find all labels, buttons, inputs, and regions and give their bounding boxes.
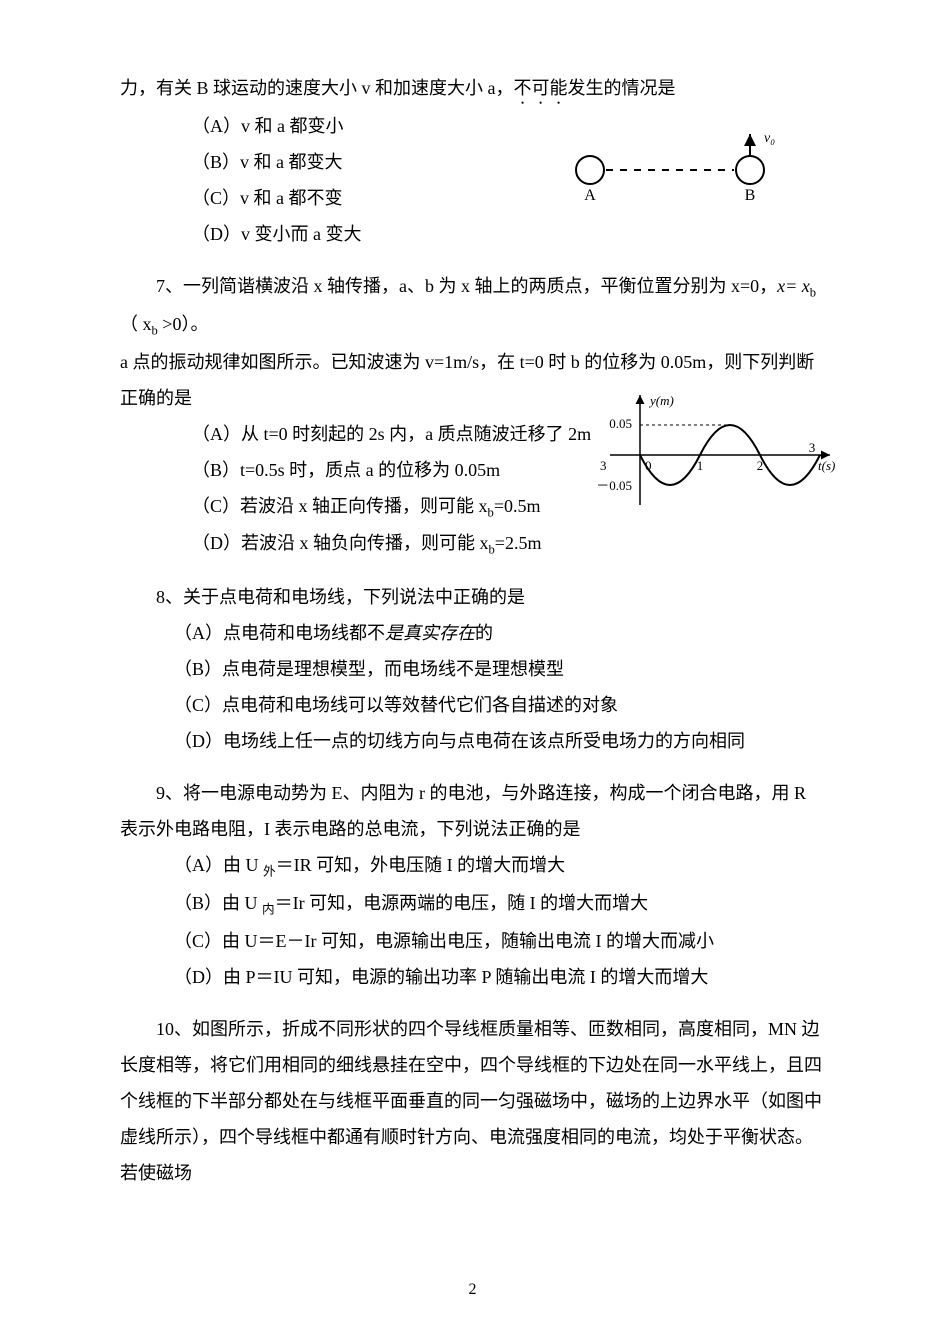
q8-option-d: （D）电场线上任一点的切线方向与点电荷在该点所受电场力的方向相同 bbox=[174, 723, 825, 759]
q6-label-b: B bbox=[745, 187, 756, 204]
q9-options: （A）由 U 外＝IR 可知，外电压随 I 的增大而增大 （B）由 U 内＝Ir… bbox=[174, 847, 825, 995]
ball-b-icon bbox=[736, 156, 764, 184]
q7-xtick1: 1 bbox=[697, 458, 704, 473]
q8-a-emph: 是真实存在 bbox=[385, 623, 475, 643]
q7-figure: y(m) t(s) 0.05 －0.05 0 1 2 3 3 bbox=[580, 390, 840, 520]
q7-xtick3: 3 bbox=[809, 440, 816, 455]
q6-figure: A B v₀ bbox=[560, 130, 800, 210]
q7-stem: 7、一列简谐横波沿 x 轴传播，a、b 为 x 轴上的两质点，平衡位置分别为 x… bbox=[120, 268, 825, 344]
q9-b-post: ＝Ir 可知，电源两端的电压，随 I 的增大而增大 bbox=[275, 893, 648, 913]
q7-stem1-pre: 7、一列简谐横波沿 x 轴传播，a、b 为 x 轴上的两质点，平衡位置分别为 x… bbox=[156, 276, 777, 296]
q7-xtick0: 0 bbox=[645, 458, 652, 473]
q7-ytick-top: 0.05 bbox=[609, 416, 632, 431]
q6-lead-text: 力，有关 B 球运动的速度大小 v 和加速度大小 a， bbox=[120, 78, 514, 98]
q9-option-d: （D）由 P＝IU 可知，电源的输出功率 P 随输出电流 I 的增大而增大 bbox=[174, 959, 825, 995]
q9-option-c: （C）由 U＝E－Ir 可知，电源输出电压，随输出电流 I 的增大而减小 bbox=[174, 923, 825, 959]
q7-ytick-bot: －0.05 bbox=[596, 478, 632, 493]
q7-d-pre: （D）若波沿 x 轴负向传播，则可能 x bbox=[192, 533, 489, 553]
q6-option-d: （D）v 变小而 a 变大 bbox=[192, 216, 825, 252]
q8-a-pre: （A）点电荷和电场线都不 bbox=[174, 623, 385, 643]
q10-stem: 10、如图所示，折成不同形状的四个导线框质量相等、匝数相同，高度相同，MN 边长… bbox=[120, 1011, 825, 1191]
q9-a-post: ＝IR 可知，外电压随 I 的增大而增大 bbox=[276, 855, 566, 875]
q8-option-c: （C）点电荷和电场线可以等效替代它们各自描述的对象 bbox=[174, 687, 825, 723]
q9-a-sub: 外 bbox=[263, 865, 276, 879]
q7-extra3: 3 bbox=[600, 458, 607, 473]
page: 力，有关 B 球运动的速度大小 v 和加速度大小 a，不可能发生的情况是 （A）… bbox=[0, 0, 945, 1231]
q6-lead: 力，有关 B 球运动的速度大小 v 和加速度大小 a，不可能发生的情况是 bbox=[120, 70, 825, 108]
page-number: 2 bbox=[0, 1274, 945, 1306]
ball-a-icon bbox=[576, 156, 604, 184]
q9-b-sub: 内 bbox=[262, 903, 275, 917]
q8-a-post: 的 bbox=[475, 623, 493, 643]
q9-a-pre: （A）由 U bbox=[174, 855, 263, 875]
q9-b-pre: （B）由 U bbox=[174, 893, 262, 913]
q7-option-d: （D）若波沿 x 轴负向传播，则可能 xb=2.5m bbox=[192, 525, 825, 563]
q7-stem1-paren-close: >0）。 bbox=[158, 314, 209, 334]
q7-xlabel: t(s) bbox=[818, 458, 835, 473]
q7-stem1-mid: x= x bbox=[777, 276, 810, 296]
q6-lead-tail: 发生的情况是 bbox=[568, 78, 676, 98]
q7-xtick2: 2 bbox=[757, 458, 764, 473]
q7-c-pre: （C）若波沿 x 轴正向传播，则可能 x bbox=[192, 496, 488, 516]
q6-label-a: A bbox=[584, 187, 596, 204]
q9-option-b: （B）由 U 内＝Ir 可知，电源两端的电压，随 I 的增大而增大 bbox=[174, 885, 825, 923]
q7-stem1-b: b bbox=[810, 286, 816, 300]
q7-ylabel: y(m) bbox=[648, 393, 674, 408]
q9-option-a: （A）由 U 外＝IR 可知，外电压随 I 的增大而增大 bbox=[174, 847, 825, 885]
q6-label-v0: v₀ bbox=[764, 131, 775, 146]
q9-stem: 9、将一电源电动势为 E、内阻为 r 的电池，与外路连接，构成一个闭合电路，用 … bbox=[120, 775, 825, 847]
q8-stem: 8、关于点电荷和电场线，下列说法中正确的是 bbox=[120, 579, 825, 615]
q8-options: （A）点电荷和电场线都不是真实存在的 （B）点电荷是理想模型，而电场线不是理想模… bbox=[174, 615, 825, 759]
q7-d-post: =2.5m bbox=[495, 533, 542, 553]
q7-c-post: =0.5m bbox=[494, 496, 541, 516]
q8-option-a: （A）点电荷和电场线都不是真实存在的 bbox=[174, 615, 825, 651]
q8-option-b: （B）点电荷是理想模型，而电场线不是理想模型 bbox=[174, 651, 825, 687]
q7-stem1-paren-open: （ x bbox=[120, 314, 152, 334]
q6-emph: 不可能 bbox=[514, 78, 568, 98]
